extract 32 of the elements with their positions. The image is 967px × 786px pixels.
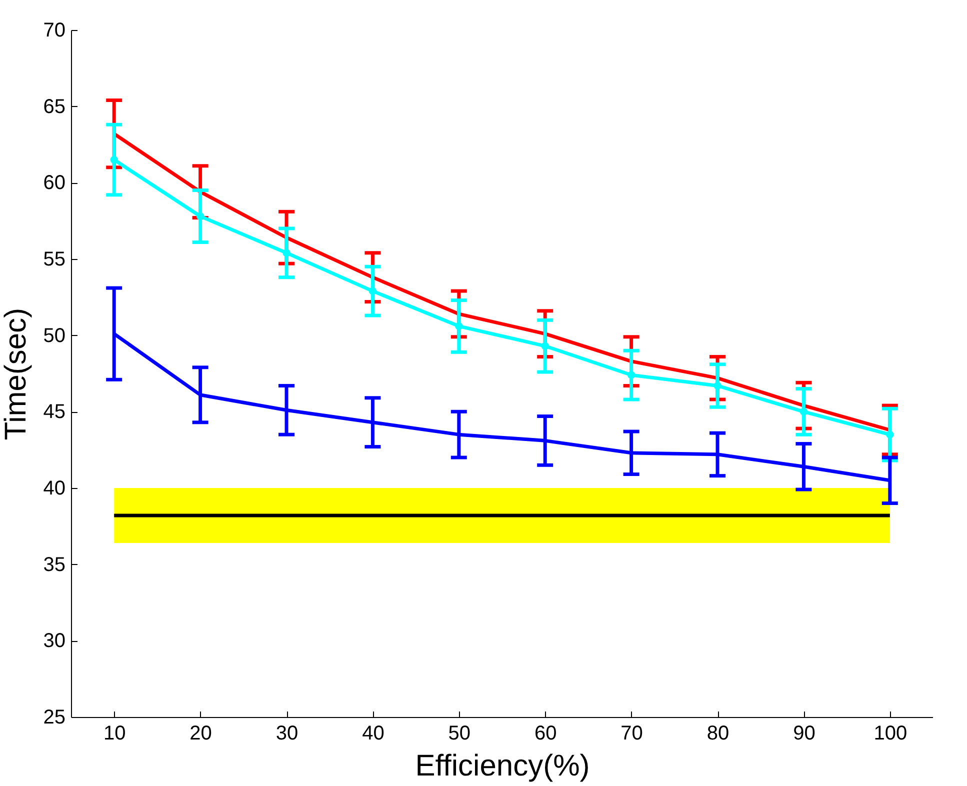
y-tick-label: 35 [43, 554, 66, 576]
y-tick-label: 50 [43, 324, 66, 347]
x-tick-label: 70 [620, 722, 643, 744]
point [627, 371, 636, 379]
point [886, 430, 894, 438]
x-tick-label: 60 [534, 722, 557, 744]
x-tick-label: 20 [190, 722, 212, 744]
x-tick-label: 90 [793, 722, 816, 744]
y-tick-label: 65 [43, 96, 66, 118]
x-tick-label: 40 [362, 722, 384, 744]
x-tick-label: 100 [874, 722, 908, 744]
x-tick-label: 80 [706, 722, 730, 744]
x-tick-label: 50 [448, 722, 471, 744]
point [110, 156, 118, 164]
y-tick-label: 60 [43, 172, 66, 194]
y-tick-label: 55 [43, 248, 66, 270]
point [800, 408, 808, 416]
point [196, 212, 204, 220]
x-tick-label: 30 [276, 722, 298, 744]
x-axis-title: Efficiency(%) [415, 750, 590, 782]
x-tick-label: 10 [103, 722, 126, 744]
point [541, 342, 549, 350]
point [714, 382, 722, 390]
y-tick-label: 30 [43, 630, 66, 652]
point [455, 322, 463, 330]
y-axis-title: Time(sec) [0, 308, 32, 440]
point [282, 249, 290, 257]
point [368, 287, 377, 295]
y-tick-label: 45 [43, 401, 66, 424]
y-tick-label: 70 [43, 20, 66, 42]
y-tick-label: 40 [43, 478, 66, 500]
y-tick-label: 25 [43, 706, 66, 728]
